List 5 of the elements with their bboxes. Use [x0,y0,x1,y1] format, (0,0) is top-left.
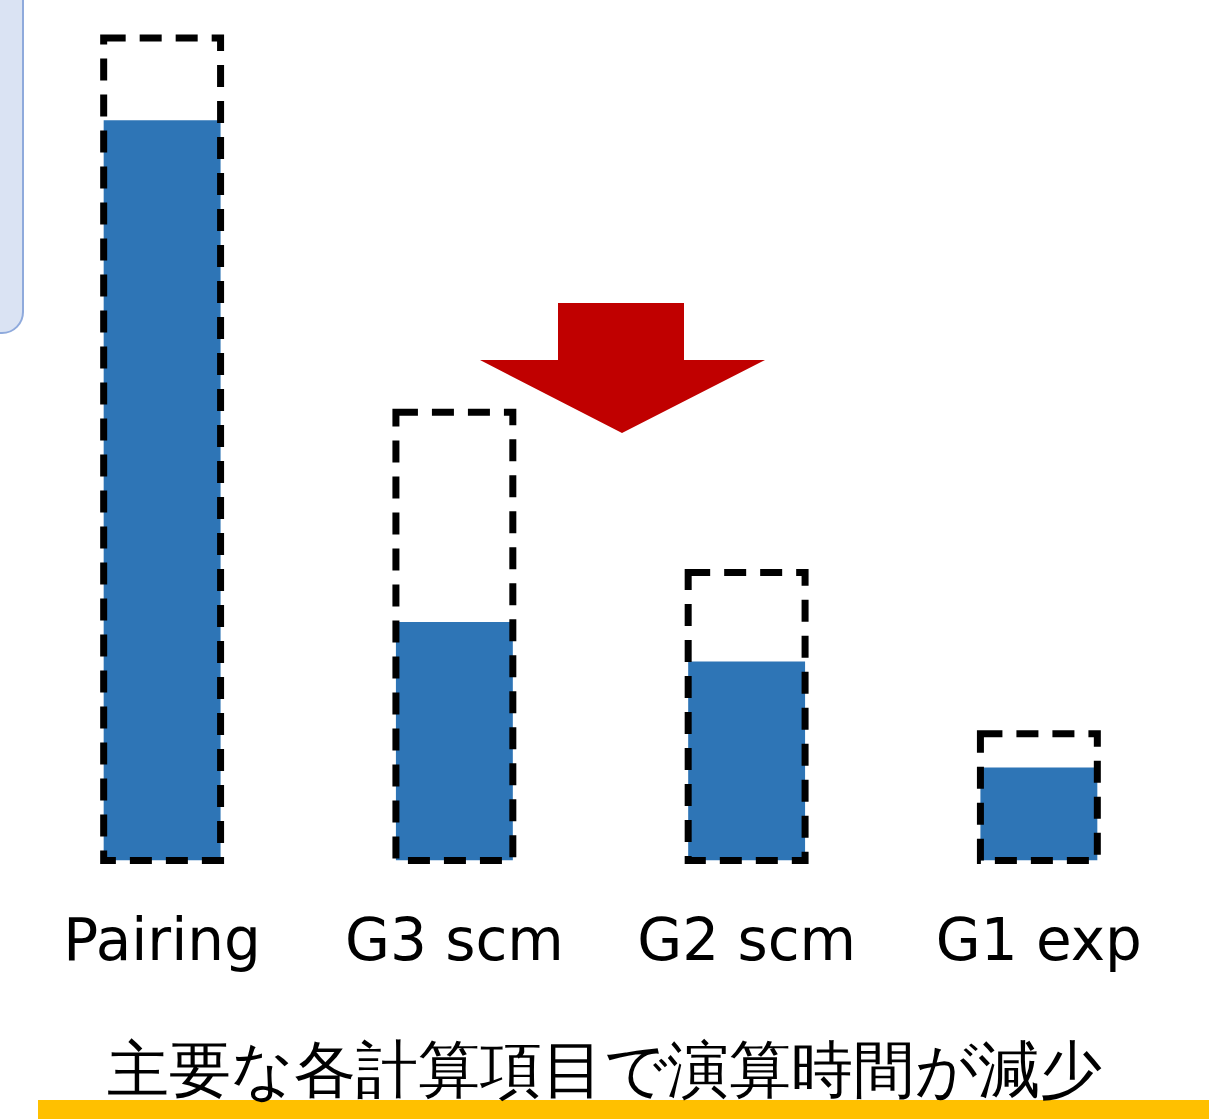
text: 主要な各計算項目で演算時間が減少 [106,1032,1103,1108]
x-tick-label: G2 scm [637,906,857,975]
x-tick-label: Pairing [63,906,261,975]
x-tick-label: G1 exp [935,906,1142,975]
x-tick-label: G3 scm [344,906,564,975]
